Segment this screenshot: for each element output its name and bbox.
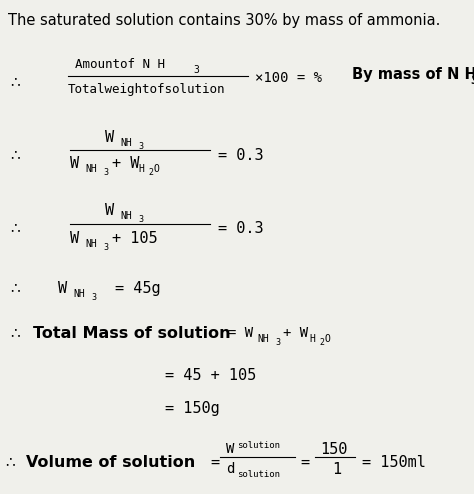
Text: = 45 + 105: = 45 + 105 [165,368,256,382]
Text: Total Mass of solution: Total Mass of solution [33,326,231,340]
Text: ∴: ∴ [10,148,20,163]
Text: 150: 150 [320,442,347,456]
Text: + W: + W [283,326,308,340]
Text: H: H [138,164,144,174]
Text: 3: 3 [91,292,96,301]
Text: 3: 3 [138,141,143,151]
Text: solution: solution [237,441,280,450]
Text: = 45g: = 45g [115,281,161,295]
Text: = 0.3: = 0.3 [218,220,264,236]
Text: =: = [300,454,309,469]
Text: Volume of solution: Volume of solution [26,454,195,469]
Text: ∴: ∴ [5,454,15,469]
Text: 3: 3 [103,167,108,176]
Text: = W: = W [228,326,253,340]
Text: H: H [309,334,315,344]
Text: ∴: ∴ [10,281,20,295]
Text: 3: 3 [275,337,280,346]
Text: 2: 2 [319,337,324,346]
Text: W: W [105,129,114,145]
Text: 3: 3 [470,76,474,86]
Text: ∴: ∴ [10,75,20,89]
Text: ∴: ∴ [10,326,20,340]
Text: ×100 = %: ×100 = % [255,71,322,85]
Text: W: W [105,203,114,217]
Text: = 0.3: = 0.3 [218,148,264,163]
Text: NH: NH [120,211,132,221]
Text: Totalweightofsolution: Totalweightofsolution [68,83,226,96]
Text: NH: NH [257,334,269,344]
Text: = 150ml: = 150ml [362,454,426,469]
Text: 3: 3 [193,65,199,75]
Text: + W: + W [112,156,139,170]
Text: O: O [154,164,160,174]
Text: W: W [226,442,234,456]
Text: O: O [325,334,331,344]
Text: + 105: + 105 [112,231,158,246]
Text: NH: NH [73,289,85,299]
Text: =: = [210,454,219,469]
Text: 1: 1 [332,461,341,477]
Text: W: W [70,231,79,246]
Text: NH: NH [85,239,97,249]
Text: Amountof N H: Amountof N H [75,58,165,72]
Text: NH: NH [85,164,97,174]
Text: 2: 2 [148,167,153,176]
Text: 3: 3 [103,243,108,251]
Text: W: W [58,281,67,295]
Text: = 150g: = 150g [165,401,220,415]
Text: d: d [226,462,234,476]
Text: solution: solution [237,469,280,479]
Text: W: W [70,156,79,170]
Text: The saturated solution contains 30% by mass of ammonia.: The saturated solution contains 30% by m… [8,12,440,28]
Text: 3: 3 [138,214,143,223]
Text: NH: NH [120,138,132,148]
Text: By mass of N H: By mass of N H [352,68,474,82]
Text: ∴: ∴ [10,220,20,236]
